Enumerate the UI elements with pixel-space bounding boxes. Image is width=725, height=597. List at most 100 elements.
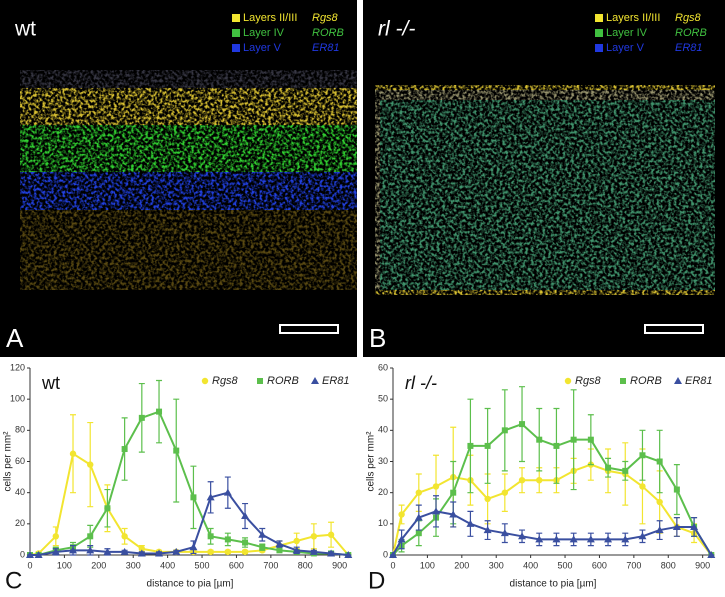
marker (310, 533, 318, 540)
legend-gene: ER81 (675, 42, 703, 54)
marker (690, 522, 699, 530)
marker (432, 483, 440, 490)
marker (414, 513, 423, 521)
panel-title: rl -/- (378, 18, 415, 41)
micrograph-a (20, 70, 357, 290)
x-tick-label: 300 (489, 560, 504, 570)
series-line (30, 491, 349, 556)
panel-label: C (5, 567, 22, 594)
marker (519, 421, 526, 428)
marker (466, 519, 475, 527)
marker (415, 530, 422, 537)
marker (483, 526, 492, 534)
legend-marker (257, 378, 263, 384)
marker (569, 535, 578, 543)
y-tick-label: 40 (15, 487, 25, 497)
marker (155, 549, 164, 557)
marker (292, 546, 301, 554)
y-tick-label: 0 (20, 549, 25, 559)
x-tick-label: 800 (661, 560, 676, 570)
marker (484, 495, 491, 503)
marker (518, 477, 526, 484)
marker (190, 494, 197, 501)
marker (293, 537, 300, 545)
scale-bar (279, 324, 339, 334)
marker (173, 447, 180, 454)
marker (518, 532, 527, 540)
marker (242, 539, 249, 546)
marker (655, 526, 664, 534)
series-line (392, 423, 713, 556)
marker (344, 551, 353, 558)
legend-layer: Layer V (243, 42, 282, 54)
x-tick-label: 700 (626, 560, 641, 570)
legend-label: Rgs8 (575, 375, 602, 387)
y-axis-label: cells per mm² (3, 431, 14, 492)
marker (223, 488, 232, 496)
x-axis-label: distance to pia [µm] (510, 579, 597, 590)
legend-gene: ER81 (312, 42, 340, 54)
y-tick-label: 100 (10, 394, 25, 404)
x-tick-label: 0 (27, 560, 32, 570)
legend-marker (564, 377, 572, 385)
y-axis-label: cells per mm² (366, 431, 377, 492)
y-tick-label: 40 (378, 425, 388, 435)
legend-marker (674, 377, 682, 384)
legend-layer: Layer V (606, 42, 645, 54)
marker (552, 535, 561, 543)
marker (605, 464, 612, 471)
panel-label: D (368, 567, 385, 594)
marker (69, 546, 78, 554)
legend-gene: RORB (675, 27, 707, 39)
marker (241, 548, 249, 556)
marker (501, 427, 508, 434)
marker (138, 545, 146, 552)
marker (224, 548, 232, 556)
legend-layer: Layers II/III (606, 12, 660, 24)
x-tick-label: 700 (263, 560, 278, 570)
marker (156, 408, 163, 415)
y-tick-label: 20 (378, 487, 388, 497)
marker (622, 467, 629, 474)
legend-swatch (595, 14, 603, 22)
legend-label: RORB (630, 375, 662, 387)
marker (639, 483, 646, 490)
legend-layer: Layer IV (606, 27, 648, 39)
chart-title: wt (41, 373, 60, 393)
series-line (30, 410, 349, 556)
marker (587, 436, 594, 443)
marker (258, 530, 267, 538)
legend-label: Rgs8 (212, 375, 239, 387)
marker (207, 548, 214, 556)
x-tick-label: 600 (592, 560, 607, 570)
marker (449, 510, 458, 518)
marker (398, 511, 405, 518)
marker (309, 547, 318, 555)
marker (672, 522, 681, 530)
marker (638, 532, 647, 540)
marker (570, 436, 577, 443)
marker (535, 535, 544, 543)
x-tick-label: 400 (523, 560, 538, 570)
marker (467, 442, 474, 449)
marker (241, 512, 250, 520)
marker (415, 489, 423, 496)
marker (484, 442, 491, 449)
legend-marker (201, 377, 209, 385)
marker (656, 498, 663, 506)
x-tick-label: 300 (126, 560, 141, 570)
marker (707, 551, 716, 558)
legend-swatch (595, 29, 603, 37)
x-tick-label: 900 (695, 560, 710, 570)
marker (224, 536, 231, 543)
marker (172, 547, 181, 555)
marker (138, 414, 145, 421)
x-tick-label: 200 (91, 560, 106, 570)
panel-label: B (369, 323, 386, 353)
marker (189, 543, 198, 551)
marker (276, 547, 283, 554)
scale-bar (644, 324, 704, 334)
marker (536, 436, 543, 443)
marker (327, 531, 335, 538)
legend-swatch (595, 44, 603, 52)
